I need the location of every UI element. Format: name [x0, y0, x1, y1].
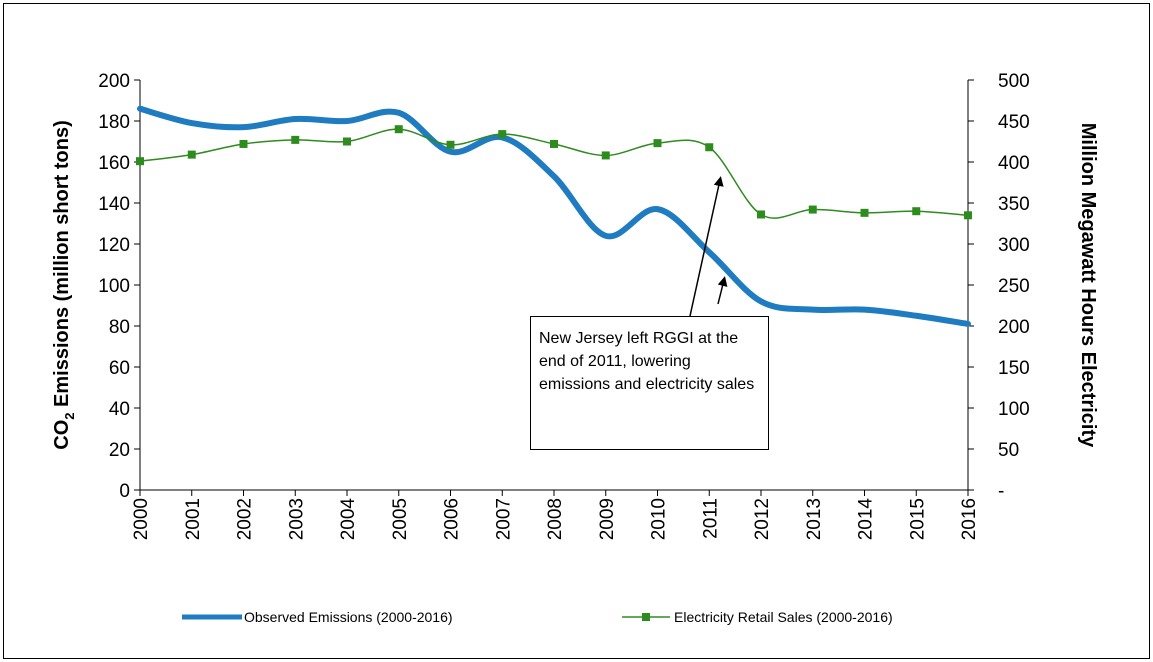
- x-tick-label: 2000: [131, 498, 152, 540]
- sales-data-point: [394, 125, 403, 134]
- left-tick-label: 200: [98, 71, 130, 92]
- series-layer: [136, 105, 972, 327]
- right-tick-label: 50: [998, 440, 1019, 461]
- right-tick-label: 100: [998, 399, 1030, 420]
- sales-data-point: [860, 208, 869, 217]
- sales-data-point: [653, 139, 662, 148]
- right-tick-label: 200: [998, 317, 1030, 338]
- legend-item-sales: Electricity Retail Sales (2000-2016): [622, 609, 893, 625]
- sales-data-point: [550, 139, 558, 148]
- x-tick-label: 2011: [700, 498, 721, 539]
- right-tick-label: 300: [998, 235, 1030, 256]
- legend-label-emissions: Observed Emissions (2000-2016): [244, 609, 453, 625]
- x-tick-label: 2015: [907, 498, 928, 540]
- sales-data-point: [705, 143, 714, 152]
- x-tick-label: 2016: [959, 498, 980, 540]
- left-tick-label: 40: [109, 399, 130, 420]
- x-tick-label: 2008: [545, 498, 566, 540]
- left-tick-label: 180: [98, 112, 130, 133]
- sales-data-point: [757, 210, 765, 219]
- right-tick-label: 500: [998, 71, 1030, 92]
- annotation-arrow-sales: [689, 176, 724, 317]
- sales-data-point: [187, 150, 196, 159]
- sales-data-point: [291, 135, 300, 144]
- x-tick-label: 2003: [286, 498, 307, 540]
- right-axis-title: Million Megawatt Hours Electricity: [1077, 123, 1099, 448]
- sales-data-point: [343, 137, 351, 146]
- annotation-box: New Jersey left RGGI at the end of 2011,…: [530, 316, 769, 450]
- right-axis-ticks: - 50 100 150 200 250 300 350 400 450 500: [968, 71, 1030, 502]
- sales-data-point: [601, 151, 610, 160]
- x-tick-label: 2012: [752, 498, 773, 540]
- x-tick-label: 2006: [442, 498, 463, 540]
- left-tick-label: 0: [119, 481, 130, 502]
- right-tick-label: 450: [998, 112, 1030, 133]
- x-tick-label: 2007: [493, 498, 514, 540]
- right-tick-label: 400: [998, 153, 1030, 174]
- x-tick-label: 2009: [597, 498, 618, 540]
- left-tick-label: 120: [98, 235, 130, 256]
- annotation-text: New Jersey left RGGI at the end of 2011,…: [539, 330, 755, 393]
- x-tick-label: 2002: [235, 498, 256, 540]
- x-axis-ticks: 2000 2001 2002 2003 2004 2005 2006 2007 2008 2009…: [131, 490, 980, 540]
- x-tick-label: 2005: [390, 498, 411, 540]
- sales-data-point: [964, 211, 972, 220]
- x-tick-label: 2004: [338, 498, 359, 541]
- left-tick-label: 160: [98, 153, 130, 174]
- left-axis-title: CO2 Emissions (million short tons): [51, 120, 77, 449]
- x-tick-label: 2014: [856, 498, 877, 541]
- left-tick-label: 140: [98, 194, 130, 215]
- right-tick-label: 250: [998, 276, 1030, 297]
- left-tick-label: 60: [109, 358, 130, 379]
- left-tick-label: 100: [98, 276, 130, 297]
- sales-data-point: [912, 207, 921, 216]
- sales-data-point: [498, 130, 507, 139]
- sales-data-point: [808, 205, 817, 214]
- x-tick-label: 2010: [649, 498, 670, 540]
- x-tick-label: 2013: [804, 498, 825, 540]
- sales-data-point: [136, 157, 144, 166]
- legend-item-emissions: Observed Emissions (2000-2016): [182, 609, 453, 625]
- series-line-emissions: [137, 105, 971, 327]
- right-tick-label: 150: [998, 358, 1030, 379]
- annotation-arrow-emissions: [717, 276, 728, 305]
- left-tick-label: 80: [109, 317, 130, 338]
- left-tick-label: 20: [109, 440, 130, 461]
- sales-data-point: [446, 140, 455, 149]
- x-tick-label: 2001: [183, 498, 204, 540]
- sales-data-point: [239, 139, 248, 148]
- annotation-arrows: [689, 176, 728, 317]
- right-tick-label: 350: [998, 194, 1030, 215]
- left-axis-ticks: 0 20 40 60 80 100 120 140 160 180 200: [98, 71, 140, 502]
- right-tick-label: -: [998, 481, 1004, 502]
- legend: Observed Emissions (2000-2016) Electrici…: [182, 609, 893, 625]
- legend-label-sales: Electricity Retail Sales (2000-2016): [674, 609, 893, 625]
